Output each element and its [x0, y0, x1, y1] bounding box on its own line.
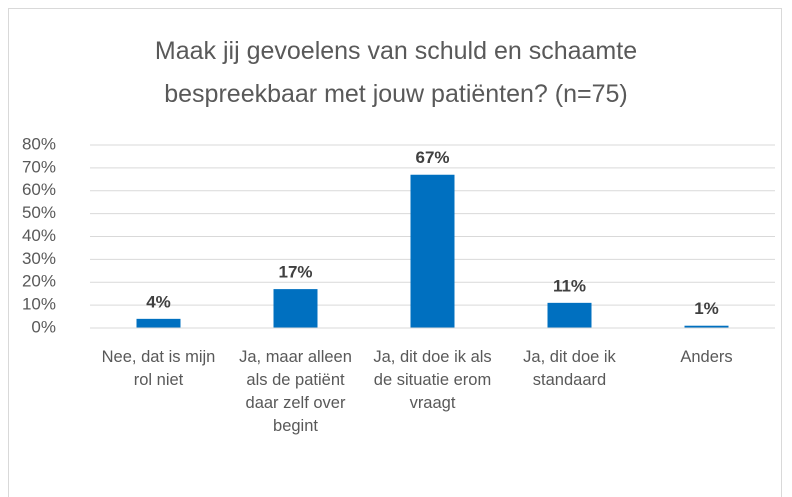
y-tick-label: 20%: [22, 272, 56, 291]
data-label: 17%: [278, 263, 312, 282]
x-tick-label: Ja, dit doe ik standaard: [523, 348, 616, 389]
data-label: 67%: [415, 148, 449, 167]
chart-title: Maak jij gevoelens van schuld en schaamt…: [154, 37, 638, 108]
data-label: 4%: [146, 292, 171, 311]
y-tick-label: 60%: [22, 180, 56, 199]
x-tick-label: Nee, dat is mijn rol niet: [101, 348, 216, 389]
y-tick-label: 10%: [22, 295, 56, 314]
y-tick-label: 80%: [22, 134, 56, 153]
bar: [684, 325, 729, 328]
data-label: 1%: [694, 299, 719, 318]
bar: [136, 318, 181, 328]
bar: [547, 302, 592, 328]
x-tick-label: Anders: [680, 348, 733, 366]
y-tick-label: 40%: [22, 226, 56, 245]
y-tick-label: 30%: [22, 249, 56, 268]
bar: [273, 289, 318, 328]
bar: [410, 174, 455, 328]
y-tick-label: 50%: [22, 203, 56, 222]
y-tick-label: 70%: [22, 157, 56, 176]
y-tick-label: 0%: [31, 317, 56, 336]
x-tick-label: Ja, maar alleen als de patiënt daar zelf…: [239, 348, 352, 435]
data-label: 11%: [553, 276, 586, 295]
chart-frame: [8, 8, 782, 497]
x-tick-label: Ja, dit doe ik als de situatie erom vraa…: [373, 348, 492, 412]
